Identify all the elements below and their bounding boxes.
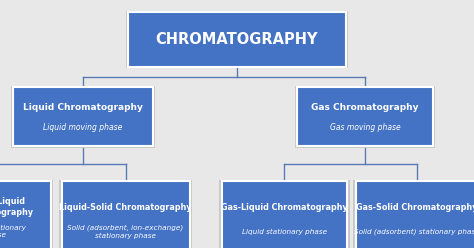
FancyBboxPatch shape [59, 180, 192, 248]
FancyBboxPatch shape [128, 12, 346, 67]
FancyBboxPatch shape [353, 180, 474, 248]
Text: Gas Chromatography: Gas Chromatography [311, 103, 419, 112]
FancyBboxPatch shape [126, 11, 348, 68]
Text: Solid (adsorbent, ion-exchange)
stationary phase: Solid (adsorbent, ion-exchange) stationa… [67, 225, 184, 239]
Text: Liquid stationary
phase: Liquid stationary phase [0, 225, 26, 238]
Text: Liquid Chromatography: Liquid Chromatography [23, 103, 143, 112]
FancyBboxPatch shape [10, 86, 155, 148]
FancyBboxPatch shape [298, 87, 432, 146]
Text: Liquid-Solid Chromatography: Liquid-Solid Chromatography [59, 203, 192, 212]
Text: Gas moving phase: Gas moving phase [329, 123, 401, 132]
FancyBboxPatch shape [0, 181, 51, 248]
FancyBboxPatch shape [0, 180, 53, 248]
FancyBboxPatch shape [356, 181, 474, 248]
FancyBboxPatch shape [13, 87, 153, 146]
FancyBboxPatch shape [295, 86, 435, 148]
Text: Liquid moving phase: Liquid moving phase [43, 123, 123, 132]
Text: CHROMATOGRAPHY: CHROMATOGRAPHY [156, 32, 318, 47]
FancyBboxPatch shape [221, 181, 347, 248]
Text: Liquid stationary phase: Liquid stationary phase [242, 229, 327, 235]
Text: Gas-Solid Chromatography: Gas-Solid Chromatography [356, 203, 474, 212]
Text: Gas-Liquid Chromatography: Gas-Liquid Chromatography [221, 203, 348, 212]
Text: Solid (adsorbent) stationary phase: Solid (adsorbent) stationary phase [354, 228, 474, 235]
FancyBboxPatch shape [62, 181, 190, 248]
FancyBboxPatch shape [219, 180, 350, 248]
Text: Liquid-Liquid
Chromatography: Liquid-Liquid Chromatography [0, 197, 33, 217]
